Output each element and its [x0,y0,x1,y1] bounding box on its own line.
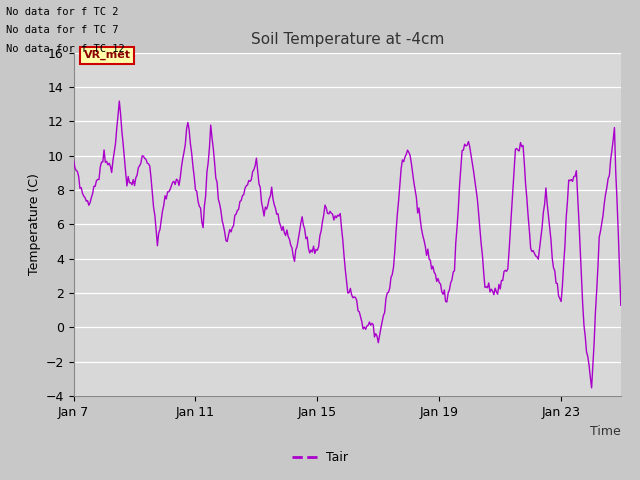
Text: No data for f TC 2: No data for f TC 2 [6,7,119,17]
Title: Soil Temperature at -4cm: Soil Temperature at -4cm [250,33,444,48]
Text: Time: Time [590,425,621,438]
Text: No data for f TC 12: No data for f TC 12 [6,44,125,54]
Text: VR_met: VR_met [84,50,131,60]
Legend: Tair: Tair [287,446,353,469]
Text: No data for f TC 7: No data for f TC 7 [6,25,119,36]
Y-axis label: Temperature (C): Temperature (C) [28,173,42,276]
